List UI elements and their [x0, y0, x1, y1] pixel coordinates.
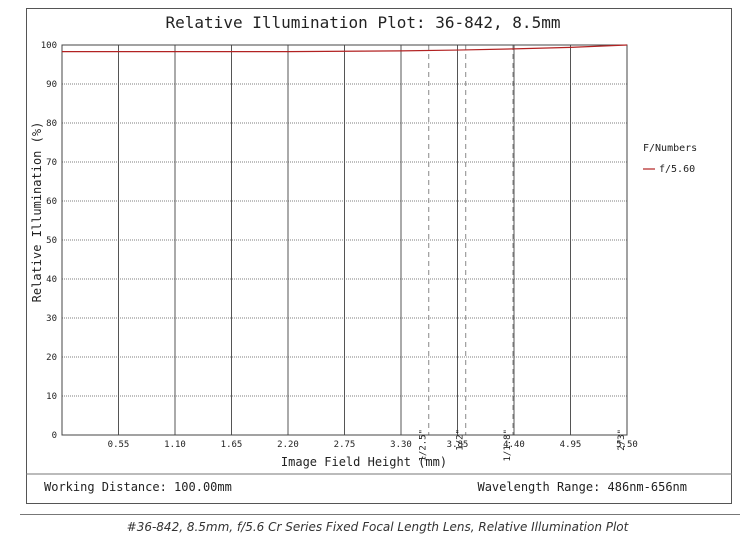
x-tick-label: 2.20 [277, 440, 299, 450]
x-tick-label: 1.10 [164, 440, 186, 450]
legend: F/Numbers f/5.60 [643, 143, 697, 175]
sensor-marker-label: 1/1.8" [503, 429, 513, 462]
y-axis-label: Relative Illumination (%) [30, 122, 44, 303]
x-tick-label: 4.95 [560, 440, 582, 450]
grid [62, 44, 628, 436]
legend-title: F/Numbers [643, 143, 697, 154]
y-tick-label: 40 [46, 275, 57, 285]
x-axis-label: Image Field Height (mm) [281, 455, 447, 469]
x-tick-label: 0.55 [108, 440, 130, 450]
x-tick-label: 2.75 [334, 440, 356, 450]
figure-caption: #36-842, 8.5mm, f/5.6 Cr Series Fixed Fo… [126, 520, 629, 534]
chart-title: Relative Illumination Plot: 36-842, 8.5m… [166, 13, 561, 32]
sensor-marker-label: 2/3" [617, 429, 627, 451]
y-tick-label: 70 [46, 158, 57, 168]
sensor-marker-label: 1/2" [456, 429, 466, 451]
x-tick-label: 3.30 [390, 440, 412, 450]
x-tick-label: 5.50 [616, 440, 638, 450]
x-tick-label: 1.65 [221, 440, 243, 450]
caption-divider [20, 514, 740, 515]
series-line-f560 [62, 44, 628, 53]
plot-area [61, 44, 628, 436]
x-tick-label: 4.40 [503, 440, 525, 450]
y-tick-label: 0 [52, 431, 57, 441]
wavelength-range: Wavelength Range: 486nm-656nm [477, 480, 687, 494]
y-tick-label: 90 [46, 80, 57, 90]
y-tick-label: 60 [46, 197, 57, 207]
chart-frame [26, 8, 732, 504]
x-tick-label: 3.85 [447, 440, 469, 450]
working-distance: Working Distance: 100.00mm [44, 480, 232, 494]
y-tick-label: 30 [46, 314, 57, 324]
y-tick-label: 50 [46, 236, 57, 246]
tick-labels: 0.55 1.10 1.65 2.20 2.75 3.30 3.85 4.40 4.95 5.50… [41, 41, 638, 450]
legend-label-f560: f/5.60 [659, 164, 695, 175]
sensor-marker-label: 1/2.5" [419, 429, 429, 462]
y-tick-label: 20 [46, 353, 57, 363]
series-lines [62, 44, 628, 53]
y-tick-label: 10 [46, 392, 57, 402]
y-tick-label: 100 [41, 41, 57, 51]
sensor-markers: 1/2.5" 1/2" 1/1.8" 2/3" [419, 45, 628, 462]
y-tick-label: 80 [46, 119, 57, 129]
